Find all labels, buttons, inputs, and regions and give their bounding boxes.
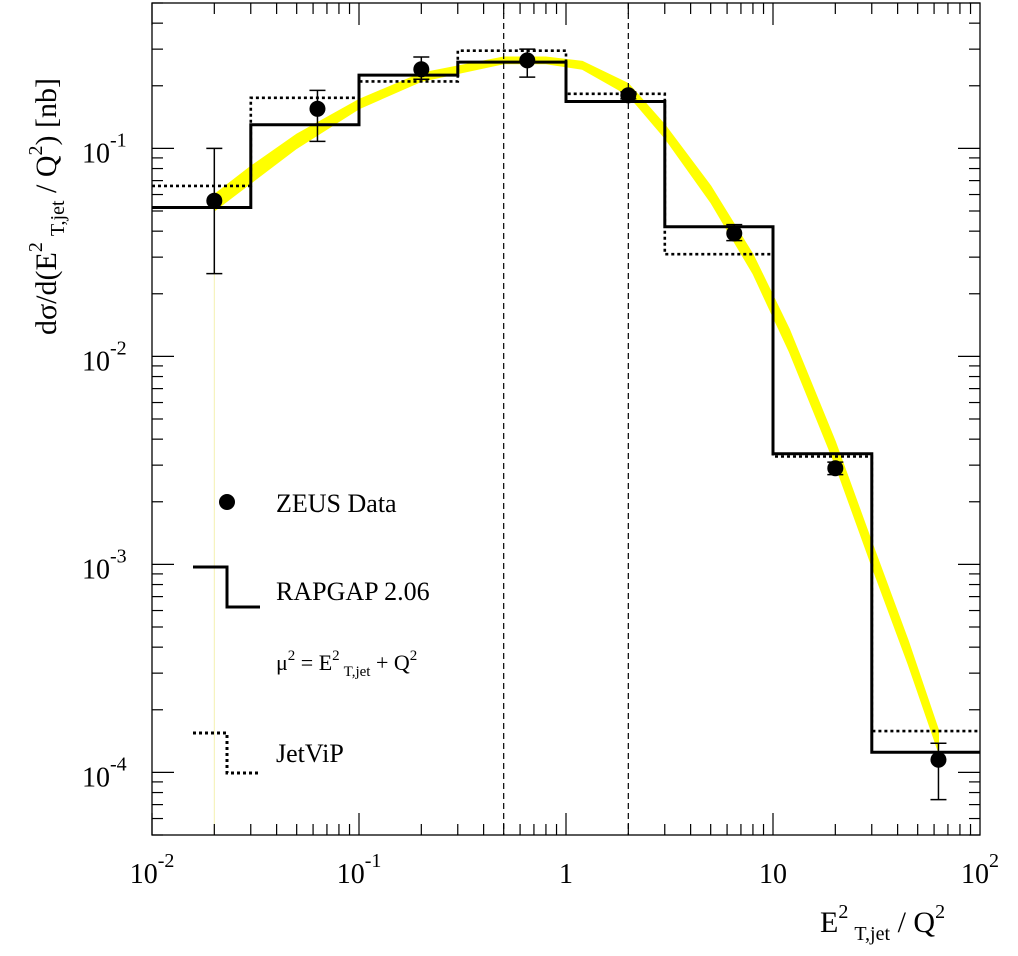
theory-band-layer — [213, 56, 939, 835]
data-point-0 — [206, 147, 223, 275]
cut-lines-layer — [503, 3, 629, 835]
legend-label-jetvip: JetViP — [276, 739, 344, 768]
y-tick-label-0: 10-1 — [82, 129, 127, 169]
y-tick-label-2: 10-3 — [82, 545, 127, 585]
y-tick-label-3: 10-4 — [82, 753, 127, 793]
legend-scale-formula: μ2 = E2T,jet + Q2 — [276, 648, 417, 680]
data-points-layer — [206, 48, 947, 801]
legend-line-jetvip — [193, 731, 260, 775]
data-marker — [620, 87, 637, 104]
y-tick-label-1: 10-2 — [82, 337, 127, 377]
data-point-5 — [726, 223, 743, 242]
theory-band — [213, 56, 939, 753]
legend-marker-zeus-data — [219, 494, 235, 510]
rapgap-histogram — [152, 60, 980, 754]
x-tick-label-0: 10-2 — [130, 850, 175, 890]
data-marker — [726, 225, 743, 242]
data-point-3 — [519, 48, 536, 78]
axes-layer: 10-2 10-1 1 10 102 10-1 10-2 10-3 10-4 — [82, 2, 999, 890]
legend-label-zeus-data: ZEUS Data — [276, 489, 397, 518]
legend-label-rapgap: RAPGAP 2.06 — [276, 577, 430, 606]
x-tick-label-2: 1 — [559, 859, 573, 890]
data-marker — [206, 192, 223, 209]
data-point-2 — [413, 56, 430, 80]
data-point-6 — [827, 460, 844, 477]
histogram-layer — [152, 49, 980, 754]
x-tick-label-1: 10-1 — [337, 850, 382, 890]
data-marker — [930, 751, 947, 768]
x-tick-label-4: 102 — [961, 850, 999, 890]
x-axis-title: E2T,jet / Q2 — [820, 901, 945, 945]
data-marker — [413, 61, 430, 78]
legend-line-rapgap — [193, 565, 260, 609]
data-point-1 — [309, 89, 326, 143]
data-marker — [309, 100, 326, 117]
y-axis-title: dσ/d(E2T,jet / Q2) [nb] — [25, 78, 69, 335]
x-tick-label-3: 10 — [759, 859, 787, 890]
legend: ZEUS Data RAPGAP 2.06 μ2 = E2T,jet + Q2 … — [193, 489, 430, 775]
data-point-4 — [620, 87, 637, 104]
data-marker — [827, 460, 844, 477]
data-point-7 — [930, 742, 947, 801]
data-marker — [519, 52, 536, 69]
plot-frame — [151, 2, 981, 836]
